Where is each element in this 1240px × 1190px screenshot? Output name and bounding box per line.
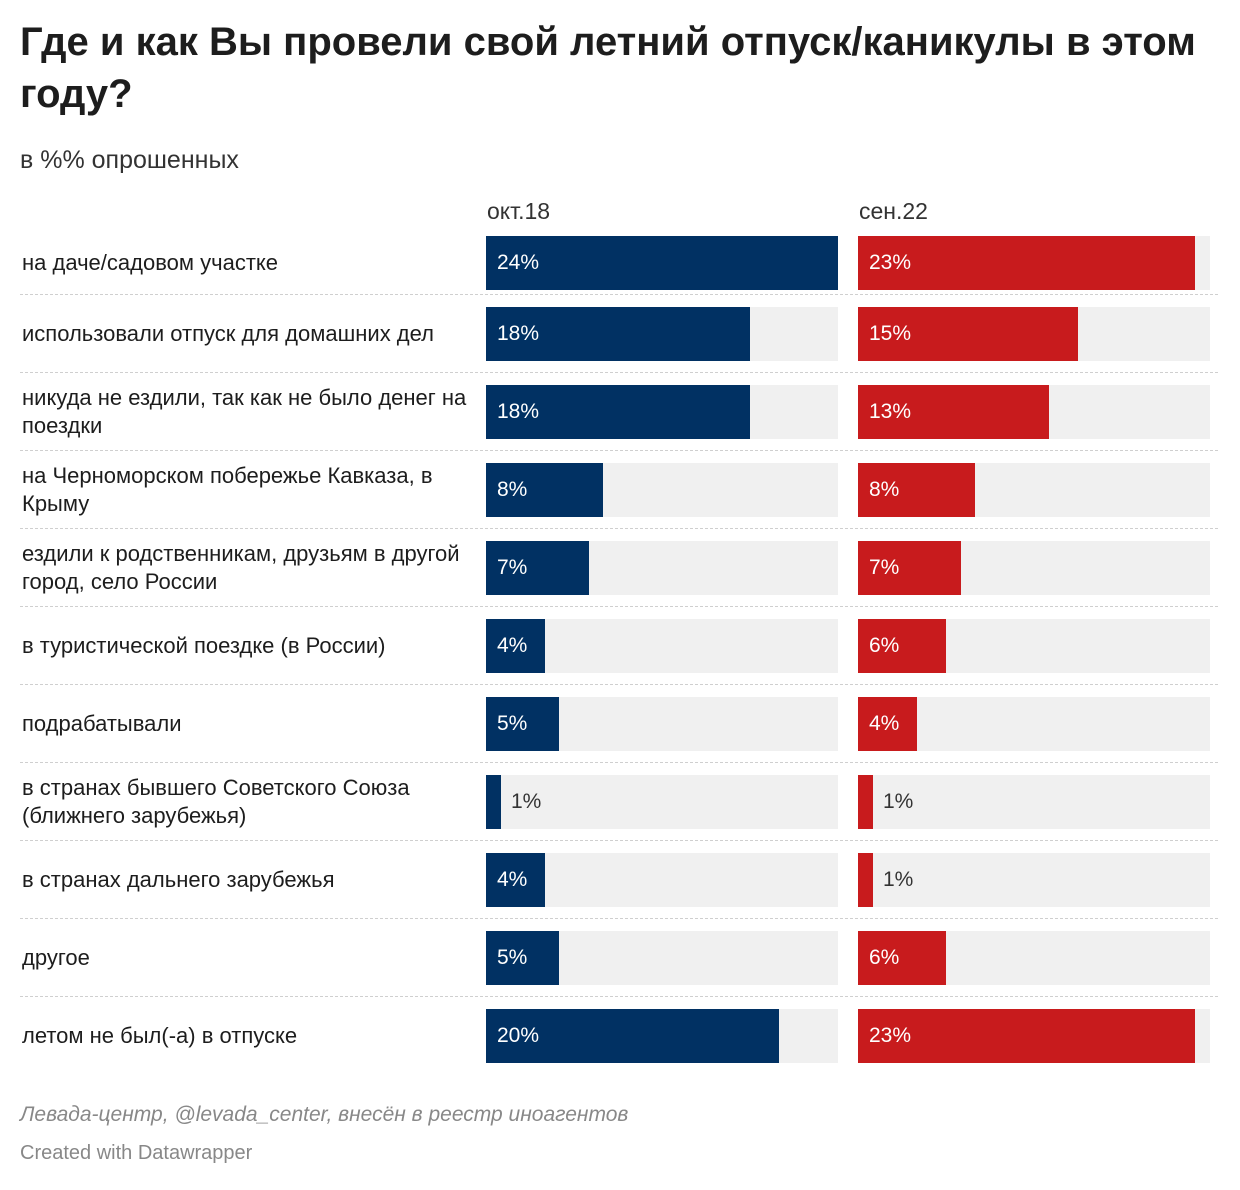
bar-track: 8% — [858, 463, 1210, 517]
bar-oct18 — [486, 463, 603, 517]
bar-oct18 — [486, 853, 545, 907]
chart-row: летом не был(-а) в отпуске 20% 23% — [20, 997, 1218, 1074]
bar-track: 6% — [858, 931, 1210, 985]
chart-row: в странах дальнего зарубежья 4% 1% — [20, 841, 1218, 919]
chart-rows: на даче/садовом участке 24% 23% использовал… — [20, 232, 1218, 1074]
chart-row: подрабатывали 5% 4% — [20, 685, 1218, 763]
data-label: 13% — [869, 400, 912, 423]
bar-sep22 — [858, 931, 946, 985]
data-label: 8% — [869, 478, 900, 501]
chart-row: ездили к родственникам, друзьям в другой… — [20, 529, 1218, 607]
category-label: подрабатывали — [22, 710, 182, 736]
category-label: никуда не ездили, так как не было денег … — [22, 384, 467, 438]
bar-sep22 — [858, 307, 1078, 361]
bar-track: 4% — [486, 619, 838, 673]
bar-track: 13% — [858, 385, 1210, 439]
data-label: 1% — [883, 790, 914, 813]
data-label: 23% — [869, 1024, 912, 1047]
data-label: 18% — [497, 322, 540, 345]
category-label: в странах дальнего зарубежья — [22, 866, 335, 892]
category-label: на даче/садовом участке — [22, 250, 278, 275]
bar-track: 1% — [858, 853, 1210, 907]
bar-oct18 — [486, 697, 559, 751]
data-label: 6% — [869, 946, 900, 969]
bar-oct18 — [486, 236, 838, 290]
chart-row: на даче/садовом участке 24% 23% — [20, 232, 1218, 295]
bar-oct18 — [486, 307, 750, 361]
bar-sep22 — [858, 775, 873, 829]
bar-oct18 — [486, 385, 750, 439]
bar-track: 15% — [858, 307, 1210, 361]
bar-track: 6% — [858, 619, 1210, 673]
column-header-sep22: сен.22 — [859, 198, 928, 224]
data-label: 1% — [883, 868, 914, 891]
data-label: 15% — [869, 322, 912, 345]
category-label: ездили к родственникам, друзьям в другой… — [22, 540, 460, 594]
column-header-oct18: окт.18 — [487, 198, 551, 224]
chart-row: никуда не ездили, так как не было денег … — [20, 373, 1218, 451]
bar-track: 1% — [486, 775, 838, 829]
bar-track: 1% — [858, 775, 1210, 829]
category-label: в туристической поездке (в России) — [22, 632, 386, 658]
chart-title: Где и как Вы провели свой летний отпуск/… — [20, 20, 1196, 116]
bar-track: 23% — [858, 236, 1210, 290]
bar-sep22 — [858, 236, 1195, 290]
bar-oct18 — [486, 1009, 779, 1063]
data-label: 5% — [497, 712, 528, 735]
data-label: 7% — [869, 556, 900, 579]
data-label: 4% — [497, 868, 528, 891]
source-note: Левада-центр, @levada_center, внесён в р… — [20, 1103, 629, 1126]
chart-subtitle: в %% опрошенных — [20, 146, 239, 174]
bar-track: 4% — [486, 853, 838, 907]
category-label: летом не был(-а) в отпуске — [22, 1022, 298, 1048]
bar-track: 18% — [486, 385, 838, 439]
chart-row: на Черноморском побережье Кавказа, в Кры… — [20, 451, 1218, 529]
data-label: 4% — [869, 712, 900, 735]
chart-row: в странах бывшего Советского Союза (ближ… — [20, 763, 1218, 841]
bar-oct18 — [486, 619, 545, 673]
bar-oct18 — [486, 775, 501, 829]
bar-sep22 — [858, 463, 975, 517]
data-label: 6% — [869, 634, 900, 657]
bar-sep22 — [858, 1009, 1195, 1063]
category-label: другое — [22, 944, 90, 970]
bar-track: 8% — [486, 463, 838, 517]
data-label: 23% — [869, 251, 912, 274]
chart-row: в туристической поездке (в России) 4% 6% — [20, 607, 1218, 685]
bar-track: 24% — [486, 236, 838, 290]
bar-oct18 — [486, 931, 559, 985]
bar-oct18 — [486, 541, 589, 595]
chart-row: использовали отпуск для домашних дел 18% 1… — [20, 295, 1218, 373]
bar-track: 5% — [486, 697, 838, 751]
bar-sep22 — [858, 697, 917, 751]
chart-row: другое 5% 6% — [20, 919, 1218, 997]
data-label: 4% — [497, 634, 528, 657]
bar-track: 7% — [858, 541, 1210, 595]
data-label: 18% — [497, 400, 540, 423]
data-label: 1% — [511, 790, 542, 813]
category-label: в странах бывшего Советского Союза (ближ… — [22, 774, 410, 828]
bar-sep22 — [858, 541, 961, 595]
data-label: 7% — [497, 556, 528, 579]
data-label: 5% — [497, 946, 528, 969]
bar-track: 5% — [486, 931, 838, 985]
data-label: 8% — [497, 478, 528, 501]
bar-track: 4% — [858, 697, 1210, 751]
data-label: 24% — [497, 251, 540, 274]
bar-sep22 — [858, 853, 873, 907]
bar-sep22 — [858, 619, 946, 673]
category-label: использовали отпуск для домашних дел — [22, 320, 434, 346]
bar-track: 18% — [486, 307, 838, 361]
bar-track: 7% — [486, 541, 838, 595]
bar-track: 20% — [486, 1009, 838, 1063]
data-label: 20% — [497, 1024, 540, 1047]
bar-track: 23% — [858, 1009, 1210, 1063]
bar-sep22 — [858, 385, 1049, 439]
category-label: на Черноморском побережье Кавказа, в Кры… — [22, 462, 433, 516]
datawrapper-credit[interactable]: Created with Datawrapper — [20, 1142, 253, 1164]
